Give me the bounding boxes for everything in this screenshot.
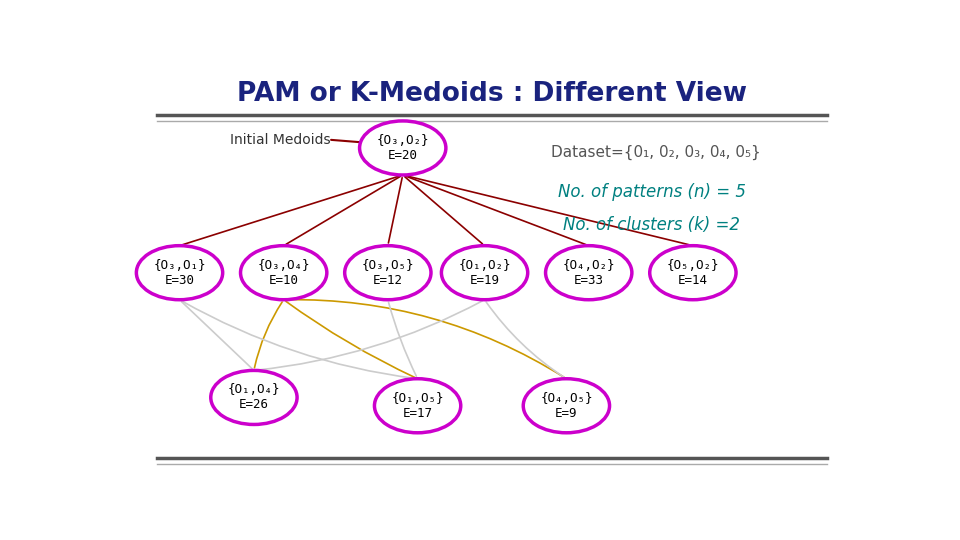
Text: {O₃,O₂}
E=20: {O₃,O₂} E=20 (376, 134, 429, 162)
Text: {O₅,O₂}
E=14: {O₅,O₂} E=14 (666, 259, 719, 287)
Text: {O₁,O₅}
E=17: {O₁,O₅} E=17 (392, 392, 444, 420)
Text: {O₃,O₁}
E=30: {O₃,O₁} E=30 (154, 259, 205, 287)
Ellipse shape (374, 379, 461, 433)
Text: Initial Medoids: Initial Medoids (229, 133, 330, 147)
Ellipse shape (211, 370, 297, 424)
Ellipse shape (345, 246, 431, 300)
Ellipse shape (545, 246, 632, 300)
Text: {O₁,O₄}
E=26: {O₁,O₄} E=26 (228, 383, 280, 411)
Text: {O₃,O₅}
E=12: {O₃,O₅} E=12 (362, 259, 414, 287)
Ellipse shape (241, 246, 326, 300)
Text: {O₄,O₂}
E=33: {O₄,O₂} E=33 (563, 259, 615, 287)
Text: {O₁,O₂}
E=19: {O₁,O₂} E=19 (458, 259, 511, 287)
Ellipse shape (360, 121, 445, 175)
Text: No. of patterns (n) = 5: No. of patterns (n) = 5 (558, 183, 746, 201)
Text: PAM or K-Medoids : Different View: PAM or K-Medoids : Different View (237, 82, 747, 107)
Text: {O₄,O₅}
E=9: {O₄,O₅} E=9 (540, 392, 592, 420)
Text: {O₃,O₄}
E=10: {O₃,O₄} E=10 (257, 259, 310, 287)
Text: Dataset={0₁, 0₂, 0₃, 0₄, 0₅}: Dataset={0₁, 0₂, 0₃, 0₄, 0₅} (551, 145, 760, 160)
Ellipse shape (442, 246, 528, 300)
Text: No. of clusters (k) =2: No. of clusters (k) =2 (564, 216, 740, 234)
Ellipse shape (136, 246, 223, 300)
Ellipse shape (523, 379, 610, 433)
Ellipse shape (650, 246, 736, 300)
